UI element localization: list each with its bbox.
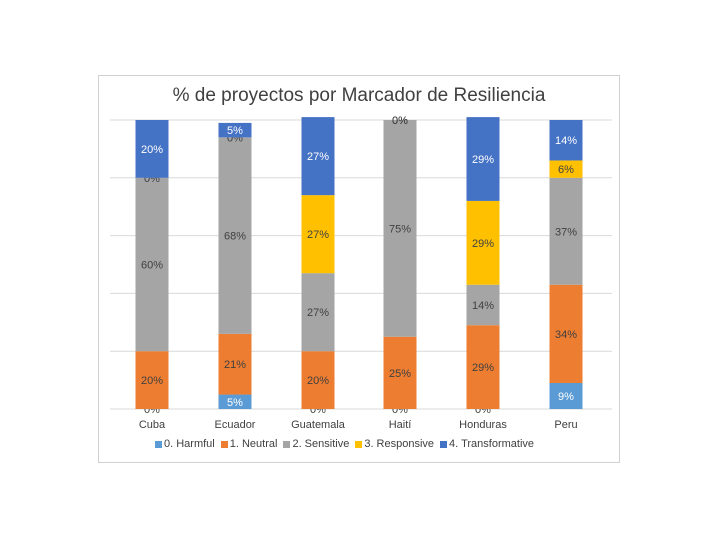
data-label: 0% — [392, 115, 408, 127]
data-label: 29% — [472, 238, 494, 250]
data-label: 20% — [307, 375, 329, 387]
bar-peru-4 — [549, 120, 583, 161]
bar-guatemala-3 — [301, 195, 335, 274]
bar-peru-1 — [549, 284, 583, 383]
bar-ecuador-4 — [218, 122, 252, 138]
legend-item: 3. Responsive — [355, 438, 434, 450]
data-label: 29% — [472, 154, 494, 166]
bar-guatemala-4 — [301, 117, 335, 196]
data-label: 5% — [227, 125, 243, 137]
data-label: 60% — [141, 260, 163, 272]
legend-item: 2. Sensitive — [283, 438, 349, 450]
bar-honduras-2 — [466, 284, 500, 326]
bar-guatemala-1 — [301, 351, 335, 409]
bar-guatemala-2 — [301, 273, 335, 352]
bar-haití-2 — [383, 120, 417, 337]
data-label: 0% — [392, 115, 408, 127]
data-label: 29% — [472, 362, 494, 374]
bar-cuba-1 — [135, 351, 169, 409]
data-label: 20% — [141, 375, 163, 387]
legend-swatch — [283, 440, 291, 448]
x-tick-label: Cuba — [139, 419, 166, 431]
data-label: 20% — [141, 144, 163, 156]
data-label: 27% — [307, 151, 329, 163]
chart-frame — [98, 75, 620, 463]
bar-ecuador-2 — [218, 137, 252, 334]
legend-item: 0. Harmful — [155, 438, 215, 450]
data-label: 34% — [555, 329, 577, 341]
data-label: 5% — [227, 397, 243, 409]
legend-swatch — [355, 440, 363, 448]
bar-peru-0 — [549, 382, 583, 409]
bar-cuba-2 — [135, 177, 169, 352]
legend-item: 1. Neutral — [220, 438, 278, 450]
data-label: 37% — [555, 226, 577, 238]
legend-swatch — [220, 440, 228, 448]
x-tick-label: Peru — [554, 419, 577, 431]
chart-title: % de proyectos por Marcador de Resilienc… — [172, 85, 546, 106]
bar-peru-2 — [549, 177, 583, 285]
legend-label: 0. Harmful — [164, 438, 215, 450]
data-label: 75% — [389, 223, 411, 235]
legend-swatch — [440, 440, 448, 448]
bar-ecuador-1 — [218, 333, 252, 395]
x-tick-label: Haití — [389, 419, 412, 431]
data-label: 68% — [224, 231, 246, 243]
x-tick-label: Ecuador — [215, 419, 256, 431]
bar-ecuador-0 — [218, 394, 252, 409]
bar-cuba-4 — [135, 120, 169, 178]
data-label: 27% — [307, 229, 329, 241]
bar-honduras-1 — [466, 325, 500, 409]
data-label: 21% — [224, 359, 246, 371]
x-tick-label: Guatemala — [291, 419, 346, 431]
data-label: 14% — [472, 300, 494, 312]
bar-peru-3 — [549, 160, 583, 178]
data-label: 14% — [555, 135, 577, 147]
data-label: 6% — [558, 164, 574, 176]
data-label: 27% — [307, 307, 329, 319]
legend-label: 2. Sensitive — [292, 438, 350, 450]
data-label: 25% — [389, 368, 411, 380]
x-tick-label: Honduras — [459, 419, 507, 431]
legend-label: 1. Neutral — [229, 438, 278, 450]
legend-item: 4. Transformative — [440, 438, 534, 450]
legend-label: 4. Transformative — [449, 438, 535, 450]
chart-legend: 0. Harmful 1. Neutral 2. Sensitive 3. Respo… — [155, 438, 534, 450]
legend-swatch — [155, 440, 162, 448]
data-label: 9% — [558, 391, 574, 403]
legend-label: 3. Responsive — [364, 438, 435, 450]
bar-honduras-3 — [466, 200, 500, 285]
bar-haití-1 — [383, 336, 417, 409]
bar-honduras-4 — [466, 117, 500, 201]
